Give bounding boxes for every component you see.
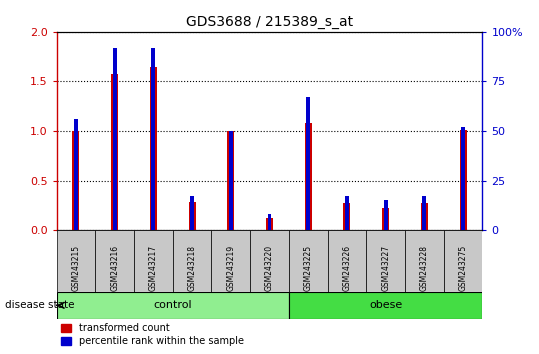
Text: GSM243219: GSM243219 — [226, 245, 236, 291]
Bar — [211, 230, 250, 292]
Text: GSM243228: GSM243228 — [420, 245, 429, 291]
Bar — [461, 127, 465, 230]
Bar — [57, 292, 289, 319]
Bar — [289, 292, 482, 319]
Bar — [57, 230, 95, 292]
Bar — [444, 230, 482, 292]
Bar — [134, 230, 172, 292]
Bar — [384, 200, 388, 230]
Legend: transformed count, percentile rank within the sample: transformed count, percentile rank withi… — [61, 324, 244, 346]
Text: GSM243275: GSM243275 — [459, 245, 467, 291]
Bar — [74, 119, 78, 230]
Bar — [189, 202, 196, 230]
Text: GSM243227: GSM243227 — [381, 245, 390, 291]
Text: disease state: disease state — [5, 300, 75, 310]
Text: obese: obese — [369, 300, 402, 310]
Text: GSM243225: GSM243225 — [303, 245, 313, 291]
Bar — [405, 230, 444, 292]
Bar — [382, 208, 389, 230]
Bar — [250, 230, 289, 292]
Bar — [229, 131, 233, 230]
Text: control: control — [154, 300, 192, 310]
Bar — [190, 196, 194, 230]
Bar — [460, 130, 467, 230]
Bar — [227, 131, 234, 230]
Text: GSM243218: GSM243218 — [188, 245, 197, 291]
Bar — [421, 203, 428, 230]
Bar — [113, 48, 116, 230]
Bar — [328, 230, 367, 292]
Bar — [305, 123, 312, 230]
Text: GSM243216: GSM243216 — [110, 245, 119, 291]
Bar — [267, 214, 272, 230]
Bar — [72, 131, 79, 230]
Bar — [266, 218, 273, 230]
Bar — [306, 97, 310, 230]
Bar — [172, 230, 211, 292]
Bar — [367, 230, 405, 292]
Title: GDS3688 / 215389_s_at: GDS3688 / 215389_s_at — [186, 16, 353, 29]
Text: GSM243215: GSM243215 — [72, 245, 80, 291]
Bar — [150, 67, 157, 230]
Bar — [289, 230, 328, 292]
Text: GSM243220: GSM243220 — [265, 245, 274, 291]
Text: GSM243226: GSM243226 — [342, 245, 351, 291]
Bar — [95, 230, 134, 292]
Bar — [111, 74, 118, 230]
Bar — [151, 48, 155, 230]
Bar — [343, 203, 350, 230]
Bar — [345, 196, 349, 230]
Text: GSM243217: GSM243217 — [149, 245, 158, 291]
Bar — [423, 196, 426, 230]
